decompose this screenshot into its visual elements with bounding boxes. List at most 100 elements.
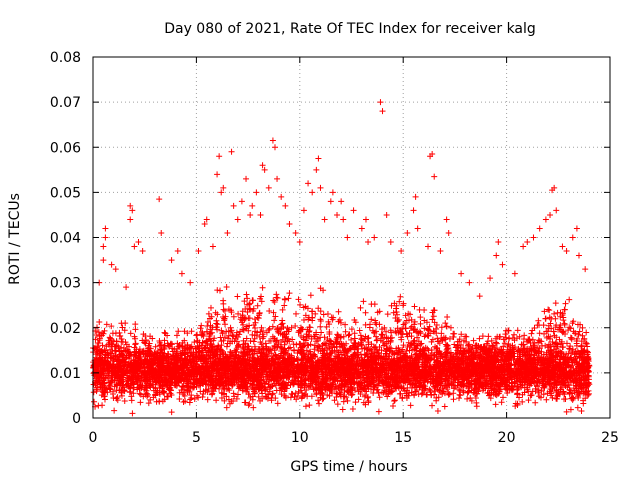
roti-point	[344, 388, 351, 395]
roti-point	[302, 403, 309, 410]
data-points	[90, 99, 593, 417]
roti-point	[335, 308, 342, 315]
roti-point	[384, 311, 391, 318]
roti-point	[574, 404, 581, 411]
roti-point	[519, 398, 526, 405]
roti-point	[213, 397, 220, 404]
roti-point	[375, 408, 382, 415]
roti-point	[153, 398, 160, 405]
roti-point	[339, 406, 346, 413]
roti-point	[127, 330, 134, 337]
roti-point	[430, 313, 437, 320]
roti-point	[566, 324, 573, 331]
roti-point	[194, 331, 201, 338]
roti-point	[205, 385, 212, 392]
roti-point	[560, 317, 567, 324]
roti-point	[233, 395, 240, 402]
roti-point	[161, 337, 168, 344]
roti-point	[466, 341, 473, 348]
roti-point	[290, 341, 297, 348]
roti-point	[390, 309, 397, 316]
roti-point	[287, 394, 294, 401]
roti-point	[373, 333, 380, 340]
roti-point	[121, 327, 128, 334]
roti-point	[351, 330, 358, 337]
roti-point	[535, 317, 542, 324]
roti-point	[254, 302, 261, 309]
roti-point	[438, 324, 445, 331]
roti-point	[398, 336, 405, 343]
roti-point	[223, 404, 230, 411]
roti-point	[552, 300, 559, 307]
roti-point	[511, 331, 518, 338]
roti-point	[378, 347, 385, 354]
roti-point	[317, 323, 324, 330]
roti-point	[442, 320, 449, 327]
roti-point	[288, 324, 295, 331]
roti-point	[390, 402, 397, 409]
roti-point	[447, 349, 454, 356]
roti-point	[335, 349, 342, 356]
roti-point	[293, 310, 300, 317]
roti-point	[346, 331, 353, 338]
roti-point	[388, 334, 395, 341]
roti-point	[528, 330, 535, 337]
roti-point	[315, 305, 322, 312]
roti-point	[205, 310, 212, 317]
roti-point	[235, 342, 242, 349]
roti-point	[320, 395, 327, 402]
roti-point	[551, 310, 558, 317]
roti-point	[342, 328, 349, 335]
roti-point	[541, 308, 548, 315]
roti-point	[271, 317, 278, 324]
roti-point	[220, 306, 227, 313]
roti-point	[345, 332, 352, 339]
roti-point	[223, 343, 230, 350]
roti-point	[226, 400, 233, 407]
roti-point	[279, 320, 286, 327]
roti-point	[132, 341, 139, 348]
roti-point	[450, 390, 457, 397]
roti-point	[279, 306, 286, 313]
roti-point	[514, 327, 521, 334]
roti-point	[540, 391, 547, 398]
roti-point	[255, 393, 262, 400]
roti-point	[391, 398, 398, 405]
roti-point	[285, 295, 292, 302]
roti-point	[580, 397, 587, 404]
roti-point	[193, 332, 200, 339]
roti-point	[368, 316, 375, 323]
roti-point	[443, 323, 450, 330]
roti-point	[234, 293, 241, 300]
roti-point	[300, 316, 307, 323]
roti-point	[394, 325, 401, 332]
roti-point	[403, 330, 410, 337]
roti-point	[434, 408, 441, 415]
roti-point	[222, 321, 229, 328]
roti-point	[180, 398, 187, 405]
roti-point	[578, 407, 585, 414]
roti-point	[318, 329, 325, 336]
roti-point	[384, 393, 391, 400]
roti-point	[106, 334, 113, 341]
roti-point	[562, 300, 569, 307]
roti-point	[317, 308, 324, 315]
roti-point	[145, 400, 152, 407]
roti-point	[546, 307, 553, 314]
roti-point	[566, 296, 573, 303]
roti-point	[214, 287, 221, 294]
y-axis-label: ROTI / TECUs	[7, 193, 23, 285]
roti-point	[426, 386, 433, 393]
roti-point	[342, 321, 349, 328]
roti-point	[348, 326, 355, 333]
roti-point	[269, 323, 276, 330]
roti-point	[546, 314, 553, 321]
roti-point	[274, 400, 281, 407]
roti-point	[223, 284, 230, 291]
roti-point	[259, 284, 266, 291]
roti-point	[355, 396, 362, 403]
roti-point	[250, 297, 257, 304]
roti-point	[90, 389, 97, 396]
roti-point	[570, 318, 577, 325]
